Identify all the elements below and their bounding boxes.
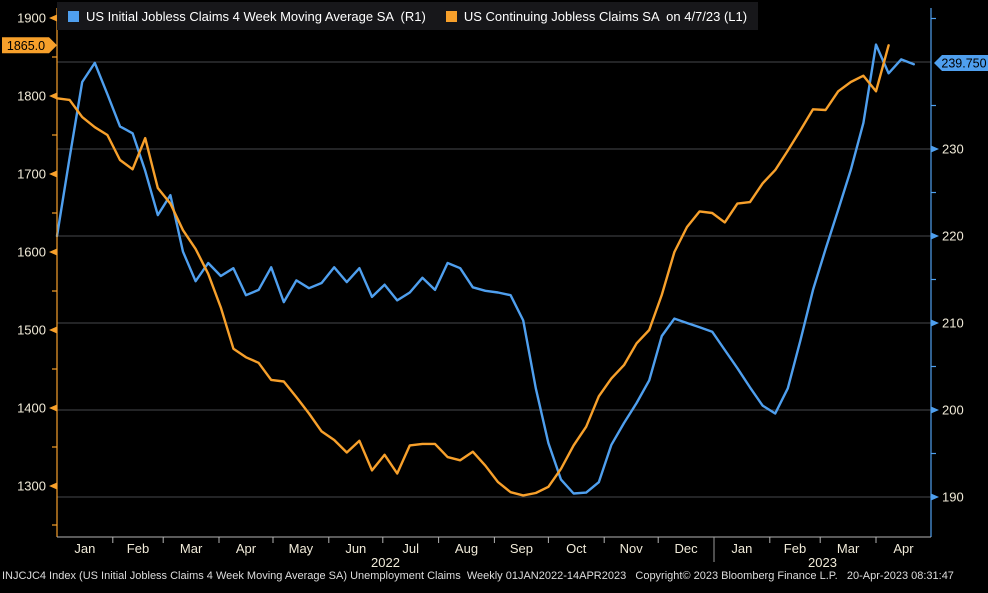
left-tick-icon bbox=[49, 92, 57, 100]
legend-item-label: US Continuing Jobless Claims SA on 4/7/2… bbox=[463, 8, 748, 24]
right-axis-tick-label: 200 bbox=[942, 403, 964, 418]
initial-claims-line bbox=[55, 43, 915, 495]
left-axis-tick-label: 1500 bbox=[17, 323, 46, 338]
left-axis-tick-label: 1300 bbox=[17, 479, 46, 494]
right-axis-tick-label: 190 bbox=[942, 490, 964, 505]
right-tick-icon bbox=[931, 232, 939, 240]
month-label: Oct bbox=[566, 541, 587, 556]
continuing-claims-line bbox=[55, 44, 890, 497]
right-tick-icon bbox=[931, 406, 939, 414]
month-label: Sep bbox=[510, 541, 533, 556]
continuing-claims-swatch-icon bbox=[445, 10, 457, 22]
right-tick-icon bbox=[931, 319, 939, 327]
left-tick-icon bbox=[49, 248, 57, 256]
left-axis-tick-label: 1600 bbox=[17, 245, 46, 260]
plot-area[interactable] bbox=[57, 8, 931, 537]
right-axis-badge bbox=[934, 55, 988, 71]
month-label: Jul bbox=[402, 541, 419, 556]
right-axis-tick-label: 210 bbox=[942, 316, 964, 331]
month-label: Dec bbox=[675, 541, 699, 556]
right-axis-tick-label: 220 bbox=[942, 229, 964, 244]
month-label: Apr bbox=[893, 541, 914, 556]
month-label: Mar bbox=[180, 541, 203, 556]
legend-item-label: US Initial Jobless Claims 4 Week Moving … bbox=[86, 8, 426, 24]
month-label: Feb bbox=[784, 541, 806, 556]
right-axis-tick-label: 230 bbox=[942, 142, 964, 157]
month-label: Apr bbox=[236, 541, 257, 556]
month-label: Feb bbox=[127, 541, 149, 556]
initial-claims-swatch-icon bbox=[68, 10, 79, 22]
month-label: Jan bbox=[731, 541, 752, 556]
left-tick-icon bbox=[49, 326, 57, 334]
left-axis-tick-label: 1400 bbox=[17, 401, 46, 416]
right-tick-icon bbox=[931, 493, 939, 501]
left-axis-badge-value: 1865.0 bbox=[7, 39, 45, 53]
month-label: Jun bbox=[345, 541, 366, 556]
left-tick-icon bbox=[49, 14, 57, 22]
legend-item-continuing-claims[interactable]: US Continuing Jobless Claims SA on 4/7/2… bbox=[445, 8, 748, 24]
left-tick-icon bbox=[49, 404, 57, 412]
month-label: Jan bbox=[74, 541, 95, 556]
year-label: 2022 bbox=[371, 555, 400, 570]
left-axis-badge bbox=[2, 37, 57, 54]
status-bar: INJCJC4 Index (US Initial Jobless Claims… bbox=[2, 570, 954, 582]
month-label: Nov bbox=[620, 541, 644, 556]
left-axis-tick-label: 1800 bbox=[17, 89, 46, 104]
left-axis-tick-label: 1700 bbox=[17, 167, 46, 182]
left-tick-icon bbox=[49, 170, 57, 178]
year-label: 2023 bbox=[808, 555, 837, 570]
left-tick-icon bbox=[49, 482, 57, 490]
left-axis-tick-label: 1900 bbox=[17, 11, 46, 26]
right-axis-badge-value: 239.750 bbox=[941, 57, 986, 71]
month-label: Aug bbox=[455, 541, 478, 556]
right-tick-icon bbox=[931, 145, 939, 153]
month-label: Mar bbox=[837, 541, 860, 556]
legend: US Initial Jobless Claims 4 Week Moving … bbox=[57, 2, 759, 30]
month-label: May bbox=[289, 541, 314, 556]
legend-item-initial-claims[interactable]: US Initial Jobless Claims 4 Week Moving … bbox=[68, 9, 426, 24]
